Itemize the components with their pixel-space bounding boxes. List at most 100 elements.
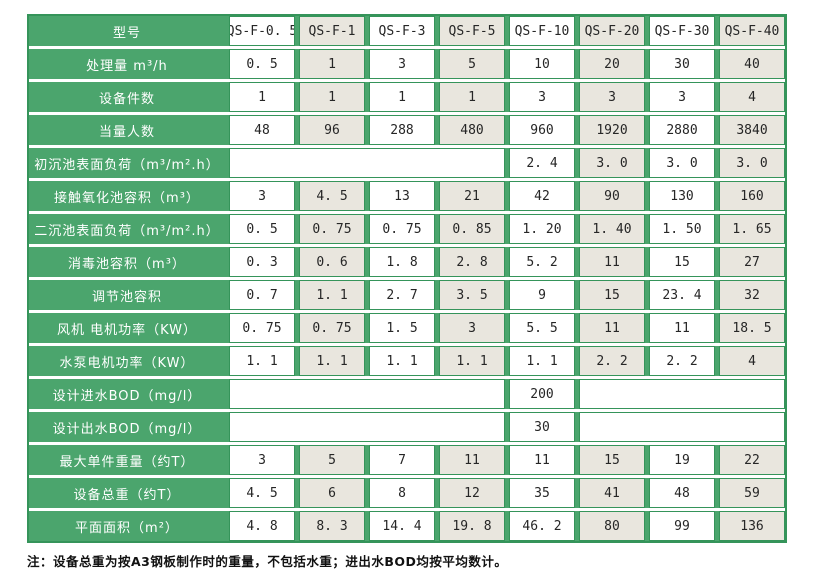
value-cell: 1. 40 [579, 214, 645, 244]
value-cell: 5 [439, 49, 505, 79]
value-cell: 1 [439, 82, 505, 112]
value-cell: 5. 2 [509, 247, 575, 277]
value-cell: 35 [509, 478, 575, 508]
value-cell: 14. 4 [369, 511, 435, 541]
value-cell: 0. 5 [229, 49, 295, 79]
model-header-cell: QS-F-1 [299, 16, 365, 46]
value-cell: 3 [439, 313, 505, 343]
value-cell: 42 [509, 181, 575, 211]
model-header-cell: QS-F-5 [439, 16, 505, 46]
value-cell: 2. 4 [509, 148, 575, 178]
value-cell: 2880 [649, 115, 715, 145]
row-label: 处理量 m³/h [86, 58, 168, 74]
value-cell: 4 [719, 82, 785, 112]
value-cell: 10 [509, 49, 575, 79]
value-cell: 3840 [719, 115, 785, 145]
table-row: 设计进水BOD（mg/l） 200 [29, 379, 785, 409]
value-cell: 2. 2 [649, 346, 715, 376]
value-cell: 3 [509, 82, 575, 112]
value-cell: 18. 5 [719, 313, 785, 343]
value-cell: 15 [579, 280, 645, 310]
value-cell: 11 [579, 313, 645, 343]
value-cell: 8. 3 [299, 511, 365, 541]
model-header-cell: QS-F-30 [649, 16, 715, 46]
merged-empty-cell [579, 379, 785, 409]
value-cell: 11 [509, 445, 575, 475]
value-cell: 13 [369, 181, 435, 211]
value-cell: 40 [719, 49, 785, 79]
value-cell: 20 [579, 49, 645, 79]
value-cell: 23. 4 [649, 280, 715, 310]
value-cell: 3. 0 [649, 148, 715, 178]
row-label: 设计出水BOD（mg/l） [52, 421, 202, 437]
value-cell: 96 [299, 115, 365, 145]
value-cell: 0. 85 [439, 214, 505, 244]
value-cell: 3 [579, 82, 645, 112]
model-header-cell: QS-F-3 [369, 16, 435, 46]
value-cell: 480 [439, 115, 505, 145]
model-header-cell: QS-F-0. 5 [229, 16, 295, 46]
value-cell: 3. 5 [439, 280, 505, 310]
value-cell: 15 [649, 247, 715, 277]
value-cell: 1. 1 [299, 346, 365, 376]
value-cell: 19 [649, 445, 715, 475]
value-cell: 1 [299, 82, 365, 112]
row-label: 风机 电机功率（KW） [56, 322, 198, 338]
value-cell: 0. 5 [229, 214, 295, 244]
value-cell: 48 [649, 478, 715, 508]
merged-empty-cell [229, 148, 505, 178]
value-cell: 7 [369, 445, 435, 475]
value-cell: 6 [299, 478, 365, 508]
value-cell: 11 [439, 445, 505, 475]
value-cell: 41 [579, 478, 645, 508]
value-cell: 288 [369, 115, 435, 145]
value-cell: 59 [719, 478, 785, 508]
value-cell: 48 [229, 115, 295, 145]
value-cell: 3 [229, 181, 295, 211]
row-label: 消毒池容积（m³） [68, 256, 186, 272]
table-row: 设计出水BOD（mg/l） 30 [29, 412, 785, 442]
row-label: 水泵电机功率（KW） [59, 355, 195, 371]
value-cell: 4. 5 [229, 478, 295, 508]
value-cell: 30 [509, 412, 575, 442]
value-cell: 3 [229, 445, 295, 475]
value-cell: 19. 8 [439, 511, 505, 541]
value-cell: 0. 3 [229, 247, 295, 277]
row-label: 设备件数 [98, 91, 155, 107]
value-cell: 1 [229, 82, 295, 112]
value-cell: 1. 1 [439, 346, 505, 376]
row-label: 接触氧化池容积（m³） [54, 190, 200, 206]
value-cell: 3. 0 [579, 148, 645, 178]
row-label: 设计进水BOD（mg/l） [52, 388, 202, 404]
value-cell: 1. 8 [369, 247, 435, 277]
value-cell: 1. 50 [649, 214, 715, 244]
value-cell: 5. 5 [509, 313, 575, 343]
value-cell: 0. 7 [229, 280, 295, 310]
merged-empty-cell [579, 412, 785, 442]
merged-empty-cell [229, 379, 505, 409]
value-cell: 4. 8 [229, 511, 295, 541]
value-cell: 1. 5 [369, 313, 435, 343]
row-label: 设备总重（约T） [73, 487, 181, 503]
table-row: 二沉池表面负荷（m³/m².h） 0. 5 0. 75 0. 75 0. 85 1. 20… [29, 214, 785, 244]
row-label: 当量人数 [98, 124, 155, 140]
value-cell: 3. 0 [719, 148, 785, 178]
row-label: 平面面积（m²） [75, 520, 179, 536]
row-label: 最大单件重量（约T） [59, 454, 195, 470]
value-cell: 1. 1 [369, 346, 435, 376]
value-cell: 5 [299, 445, 365, 475]
value-cell: 0. 75 [229, 313, 295, 343]
value-cell: 1. 20 [509, 214, 575, 244]
merged-empty-cell [229, 412, 505, 442]
table-row: 设备总重（约T） 4. 5 6 8 12 35 41 48 59 [29, 478, 785, 508]
table-row: 风机 电机功率（KW） 0. 75 0. 75 1. 5 3 5. 5 11 11 18. 5 [29, 313, 785, 343]
value-cell: 2. 2 [579, 346, 645, 376]
value-cell: 4 [719, 346, 785, 376]
model-header-cell: QS-F-40 [719, 16, 785, 46]
table-row: 调节池容积 0. 7 1. 1 2. 7 3. 5 9 15 23. 4 32 [29, 280, 785, 310]
value-cell: 0. 75 [299, 214, 365, 244]
value-cell: 130 [649, 181, 715, 211]
value-cell: 960 [509, 115, 575, 145]
value-cell: 11 [649, 313, 715, 343]
